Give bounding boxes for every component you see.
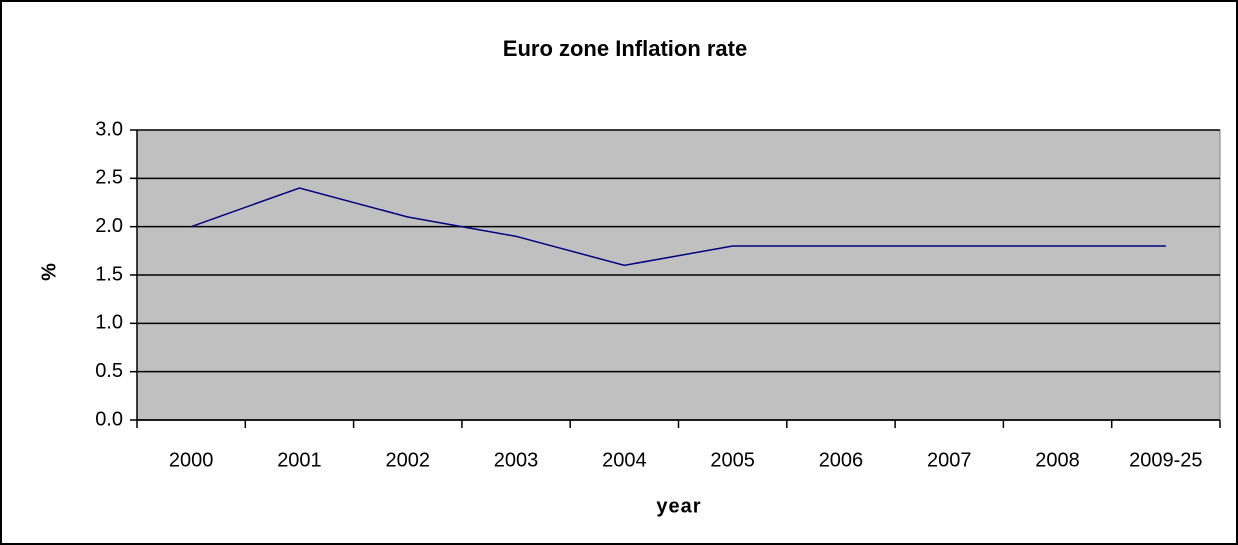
x-tick-label: 2005 [710,449,755,471]
y-axis-label: % [38,263,60,281]
y-tick-label: 2.0 [95,215,123,237]
y-tick-label: 1.0 [95,312,123,334]
y-tick-label: 0.5 [95,360,123,382]
x-tick-label: 2003 [494,449,539,471]
y-tick-label: 3.0 [95,118,123,140]
y-tick-label: 1.5 [95,263,123,285]
x-tick-label: 2009-25 [1129,449,1202,471]
x-tick-label: 2008 [1035,449,1080,471]
x-tick-label: 2004 [602,449,647,471]
x-tick-label: 2007 [927,449,972,471]
x-tick-label: 2006 [819,449,864,471]
x-tick-label: 2001 [277,449,322,471]
y-tick-label: 2.5 [95,167,123,189]
x-tick-label: 2002 [386,449,431,471]
chart-title: Euro zone Inflation rate [503,36,747,61]
line-series [190,187,1166,267]
x-tick-label: 2000 [169,449,214,471]
x-axis-label: year [656,495,701,517]
y-tick-label: 0.0 [95,408,123,430]
